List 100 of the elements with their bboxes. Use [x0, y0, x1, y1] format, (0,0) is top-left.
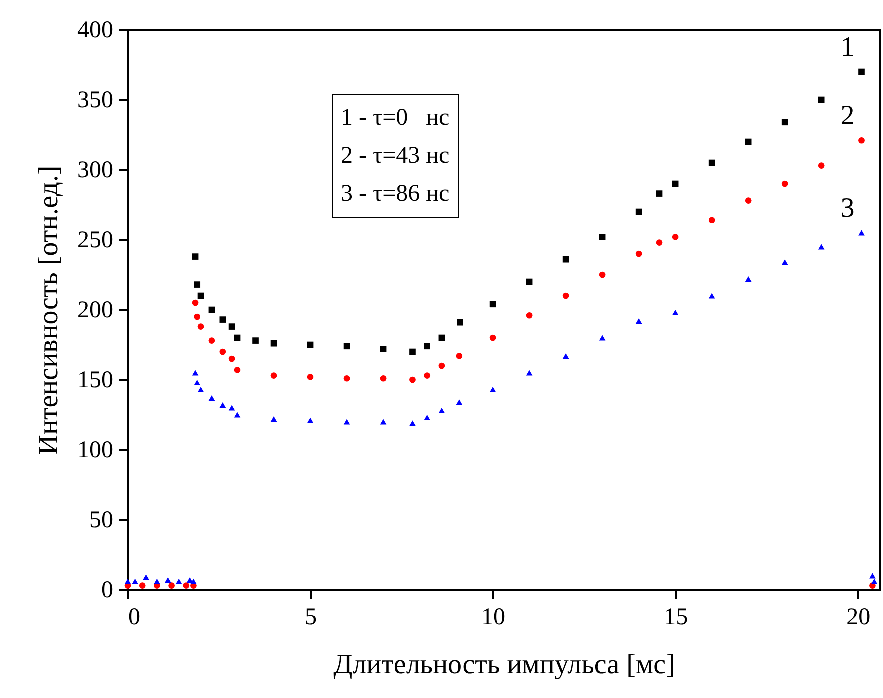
point — [562, 256, 570, 263]
point — [228, 324, 236, 330]
point — [198, 324, 204, 330]
point — [656, 190, 663, 197]
point — [526, 370, 533, 376]
point — [424, 343, 431, 350]
series-label: 2 — [840, 100, 855, 132]
point — [599, 272, 606, 278]
point — [220, 348, 226, 356]
point — [745, 276, 752, 282]
point — [307, 374, 314, 380]
point — [234, 412, 241, 418]
y-tick-label: 350 — [78, 88, 114, 114]
point — [599, 335, 606, 341]
annotation: 1 - τ=0 нс — [341, 104, 450, 133]
point — [438, 334, 446, 342]
point — [490, 301, 496, 308]
point — [782, 119, 788, 126]
point — [410, 376, 416, 384]
point — [270, 416, 278, 422]
y-tick-label: 0 — [102, 578, 114, 604]
point — [562, 292, 570, 300]
point — [636, 208, 642, 216]
point — [252, 338, 259, 344]
y-tick-label: 50 — [90, 508, 114, 534]
point — [672, 234, 679, 240]
point — [234, 334, 241, 342]
x-tick-label: 20 — [846, 604, 871, 630]
point — [228, 356, 236, 362]
point — [139, 582, 146, 589]
point — [194, 314, 201, 320]
point — [208, 306, 216, 314]
point — [708, 293, 716, 299]
series-label: 3 — [840, 193, 855, 224]
point — [380, 346, 387, 352]
point — [490, 334, 496, 342]
y-tick-label: 250 — [78, 228, 114, 254]
point — [234, 367, 241, 374]
point — [132, 578, 138, 584]
point — [307, 418, 314, 424]
point — [208, 338, 216, 344]
point — [656, 240, 663, 246]
point — [270, 340, 278, 347]
point — [198, 292, 204, 300]
point — [562, 353, 570, 359]
point — [168, 582, 175, 589]
point — [708, 217, 716, 224]
point — [438, 408, 446, 414]
x-axis-title: Длительность импульса [мс] — [334, 650, 676, 680]
point — [192, 300, 199, 306]
point — [164, 577, 172, 583]
point — [672, 180, 679, 188]
point — [858, 68, 865, 76]
point — [526, 312, 533, 319]
point — [124, 578, 132, 584]
point — [708, 160, 716, 166]
point — [410, 348, 416, 356]
y-tick-label: 300 — [78, 158, 114, 184]
point — [672, 310, 679, 316]
point — [192, 370, 199, 376]
point — [380, 375, 387, 382]
x-tick-label: 10 — [482, 604, 506, 630]
point — [228, 405, 236, 411]
point — [818, 162, 825, 169]
point — [198, 387, 204, 393]
point — [190, 578, 197, 584]
point — [636, 250, 642, 258]
point — [782, 180, 788, 188]
point — [870, 573, 876, 579]
point — [208, 395, 216, 401]
point — [636, 318, 642, 324]
y-tick-label: 400 — [78, 18, 114, 44]
point — [599, 234, 606, 240]
point — [438, 362, 446, 370]
point — [526, 278, 533, 286]
annotation: 3 - τ=86 нс — [341, 180, 450, 209]
point — [220, 316, 226, 323]
point — [192, 254, 199, 260]
series-label: 1 — [840, 32, 855, 63]
point — [380, 419, 387, 425]
y-tick-label: 100 — [78, 438, 114, 464]
point — [456, 353, 463, 360]
point — [871, 578, 878, 584]
point — [782, 260, 788, 266]
point — [194, 380, 201, 386]
point — [154, 578, 160, 584]
x-tick-label: 5 — [305, 604, 318, 630]
point — [818, 96, 825, 104]
annotation: 2 - τ=43 нс — [341, 142, 450, 171]
point — [424, 415, 430, 421]
point — [344, 375, 350, 382]
point — [410, 420, 416, 426]
point — [220, 402, 226, 408]
y-tick-label: 200 — [78, 298, 114, 324]
x-tick-label: 0 — [128, 604, 140, 630]
point — [194, 282, 201, 288]
point — [183, 582, 190, 589]
point — [176, 578, 182, 584]
point — [456, 400, 463, 406]
point — [745, 198, 752, 204]
